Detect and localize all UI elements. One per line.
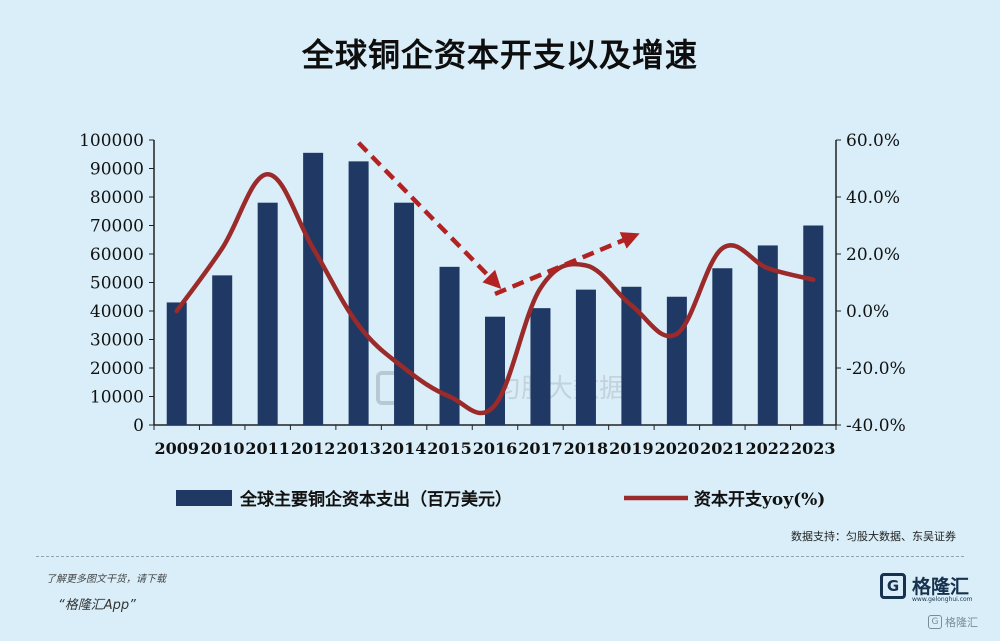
bar xyxy=(257,202,278,425)
x-tick-label: 2017 xyxy=(518,439,563,458)
bar xyxy=(803,225,824,425)
bar xyxy=(575,289,596,425)
watermark-text: 匀股大数据 xyxy=(495,374,625,404)
source-note: 数据支持：匀股大数据、东吴证券 xyxy=(791,530,956,543)
bar xyxy=(757,245,778,425)
legend-bar-label: 全球主要铜企资本支出（百万美元） xyxy=(239,489,512,510)
footer-app-name: “格隆汇App” xyxy=(58,598,136,613)
x-tick-label: 2021 xyxy=(700,439,745,458)
left-tick-label: 30000 xyxy=(90,331,144,351)
footer-note: 了解更多图文干货，请下载 xyxy=(46,574,166,585)
legend-line-label: 资本开支yoy(%) xyxy=(694,489,825,510)
bar xyxy=(303,152,324,425)
x-tick-label: 2013 xyxy=(336,439,381,458)
x-tick-label: 2019 xyxy=(609,439,654,458)
watermark: 匀股大数据 xyxy=(376,371,625,405)
bar xyxy=(166,302,187,425)
legend: 全球主要铜企资本支出（百万美元） 资本开支yoy(%) xyxy=(176,489,825,510)
corner-watermark-text: 格隆汇 xyxy=(945,616,978,629)
bar xyxy=(394,202,415,425)
axes: 1000009000080000700006000050000400003000… xyxy=(79,131,906,458)
divider xyxy=(36,556,964,557)
left-tick-label: 50000 xyxy=(90,274,144,294)
yoy-line xyxy=(174,171,816,416)
brand-logo: G 格隆汇 www.gelonghui.com xyxy=(880,572,973,603)
bar xyxy=(621,286,642,425)
dashed-arrow xyxy=(494,232,640,296)
left-tick-label: 90000 xyxy=(90,160,144,180)
g-logo-icon: G xyxy=(880,572,906,599)
bar xyxy=(666,296,687,425)
x-tick-label: 2022 xyxy=(746,439,791,458)
left-tick-label: 20000 xyxy=(90,359,144,379)
dashed-arrow xyxy=(356,141,502,289)
left-tick-label: 40000 xyxy=(90,302,144,322)
bar xyxy=(348,161,369,425)
x-tick-label: 2023 xyxy=(791,439,836,458)
left-tick-label: 100000 xyxy=(79,131,144,151)
chart: 匀股大数据 1000009000080000700006000050000400… xyxy=(79,131,906,510)
left-tick-label: 80000 xyxy=(90,188,144,208)
x-tick-label: 2014 xyxy=(382,439,427,458)
bar-series xyxy=(166,152,824,425)
right-tick-label: 20.0% xyxy=(846,245,900,265)
right-tick-label: 40.0% xyxy=(846,188,900,208)
bar xyxy=(212,275,233,425)
bar xyxy=(530,308,551,425)
x-tick-label: 2010 xyxy=(200,439,245,458)
bar xyxy=(439,266,460,425)
brand-name: 格隆汇 xyxy=(912,576,970,598)
x-tick-label: 2012 xyxy=(291,439,336,458)
left-tick-label: 0 xyxy=(133,416,144,436)
x-tick-label: 2009 xyxy=(154,439,199,458)
corner-watermark: G 格隆汇 xyxy=(928,614,978,630)
line-series xyxy=(174,171,816,416)
left-tick-label: 60000 xyxy=(90,245,144,265)
right-tick-label: -20.0% xyxy=(846,359,906,379)
x-tick-label: 2018 xyxy=(564,439,609,458)
legend-bar-swatch xyxy=(176,490,232,506)
x-tick-label: 2020 xyxy=(655,439,700,458)
right-tick-label: 60.0% xyxy=(846,131,900,151)
x-tick-label: 2016 xyxy=(473,439,518,458)
left-tick-label: 70000 xyxy=(90,217,144,237)
bar xyxy=(712,268,733,425)
brand-url: www.gelonghui.com xyxy=(912,596,973,603)
right-tick-label: -40.0% xyxy=(846,416,906,436)
x-tick-label: 2015 xyxy=(427,439,472,458)
trend-arrows xyxy=(356,141,640,296)
right-tick-label: 0.0% xyxy=(846,302,889,322)
g-logo-icon: G xyxy=(928,615,942,629)
x-tick-label: 2011 xyxy=(245,439,290,458)
chart-title: 全球铜企资本开支以及增速 xyxy=(301,36,698,74)
left-tick-label: 10000 xyxy=(90,388,144,408)
